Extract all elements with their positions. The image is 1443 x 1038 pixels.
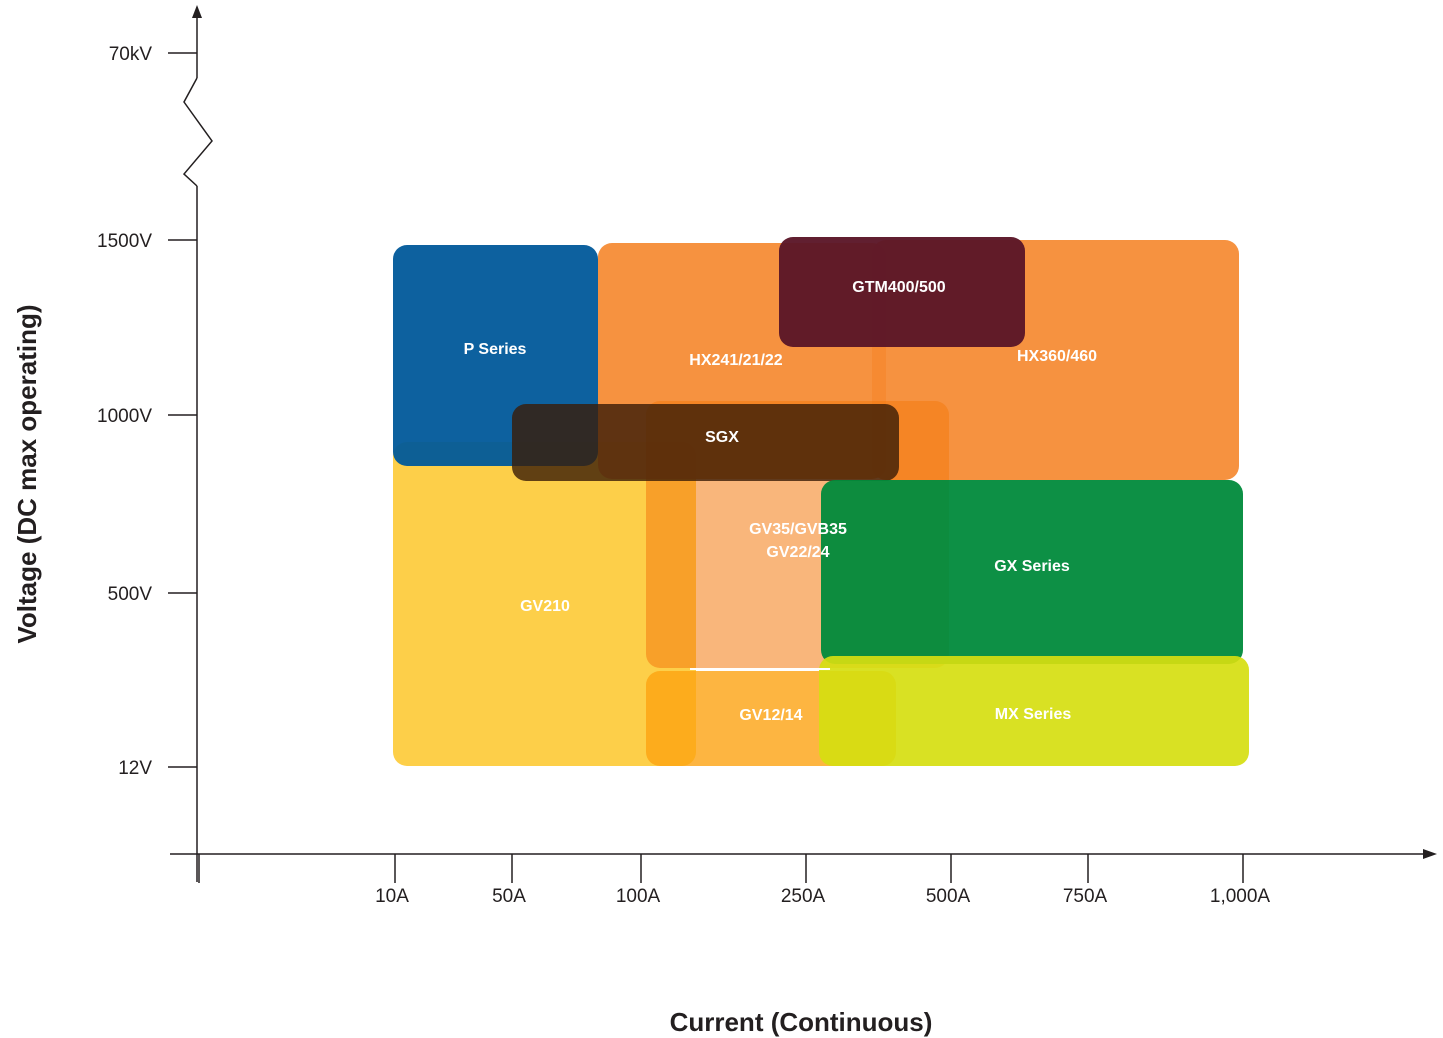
region-label-gv35-gvb35-gv22-24: GV35/GVB35 <box>749 521 847 538</box>
region-gtm400-500 <box>779 237 1025 347</box>
y-axis-ticks: 12V 500V 1000V 1500V 70kV <box>97 44 197 779</box>
x-axis-arrow-icon <box>1423 849 1437 859</box>
x-tick-label: 100A <box>616 886 661 907</box>
y-tick-label: 1000V <box>97 406 152 427</box>
region-label-gv35-gvb35-gv22-24: GV22/24 <box>766 544 829 561</box>
chart-regions <box>393 237 1249 766</box>
x-tick-label: 10A <box>375 886 409 907</box>
x-tick-label: 50A <box>492 886 526 907</box>
region-label-gx-series: GX Series <box>994 558 1070 575</box>
y-axis <box>182 5 213 882</box>
region-mx-series <box>819 656 1249 766</box>
region-label-p-series: P Series <box>464 341 527 358</box>
y-axis-title: Voltage (DC max operating) <box>12 304 42 643</box>
x-axis <box>170 849 1437 859</box>
x-axis-title: Current (Continuous) <box>670 1007 933 1037</box>
y-tick-label: 1500V <box>97 231 152 252</box>
region-label-mx-series: MX Series <box>995 706 1072 723</box>
region-label-gv210: GV210 <box>520 598 570 615</box>
x-tick-label: 250A <box>781 886 826 907</box>
x-tick-label: 1,000A <box>1210 886 1271 907</box>
region-label-hx241-21-22: HX241/21/22 <box>689 352 783 369</box>
region-label-gtm400-500: GTM400/500 <box>852 279 945 296</box>
y-tick-label: 12V <box>118 758 152 779</box>
x-axis-ticks: 10A 50A 100A 250A 500A 750A 1,000A <box>198 854 1271 907</box>
y-tick-label: 70kV <box>109 44 153 65</box>
region-gv210 <box>393 442 696 766</box>
x-tick-label: 500A <box>926 886 971 907</box>
y-tick-label: 500V <box>108 584 153 605</box>
region-label-hx360-460: HX360/460 <box>1017 348 1097 365</box>
region-sgx <box>512 404 899 481</box>
chart-region-labels: GV210 P Series HX241/21/22 HX360/460 GV35/GV… <box>464 279 1098 724</box>
region-gx-series <box>821 480 1243 664</box>
region-label-gv12-14: GV12/14 <box>739 707 802 724</box>
y-axis-arrow-icon <box>192 5 202 18</box>
region-label-sgx: SGX <box>705 429 739 446</box>
x-tick-label: 750A <box>1063 886 1108 907</box>
